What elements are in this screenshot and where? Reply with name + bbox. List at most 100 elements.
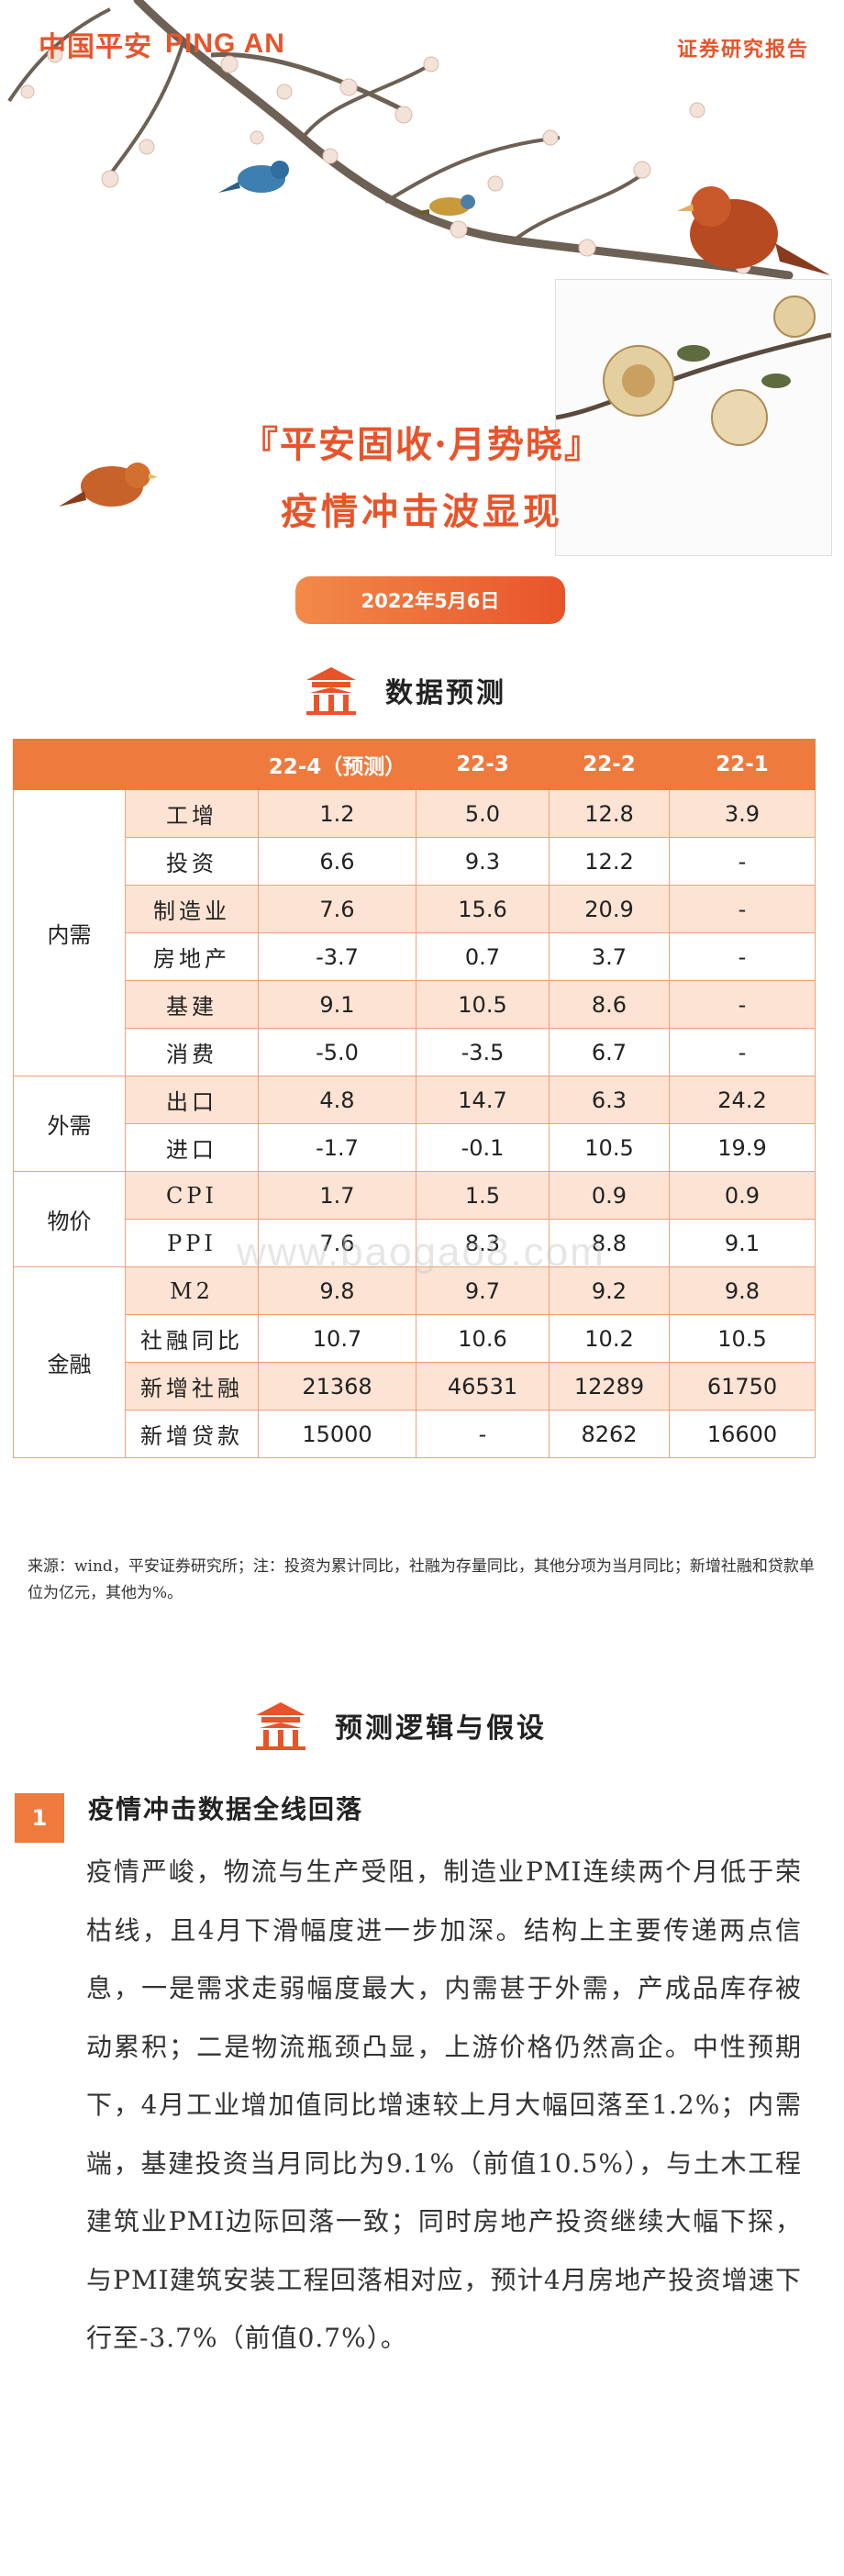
forecast-data-table: 22-4（预测） 22-3 22-2 22-1 内需 工增 1.2 5.0 12… — [13, 739, 816, 1458]
value-cell: 10.5 — [669, 1314, 816, 1363]
table-row: 房地产 -3.7 0.7 3.7 - — [14, 932, 816, 981]
value-cell: 19.9 — [669, 1123, 816, 1172]
logo-english-text: PING AN — [165, 28, 285, 59]
pagoda-icon — [306, 667, 356, 715]
pagoda-icon — [256, 1702, 305, 1750]
value-cell: -1.7 — [258, 1123, 416, 1172]
value-cell: 12289 — [549, 1362, 670, 1411]
value-cell: 24.2 — [669, 1076, 816, 1124]
report-series-title: 『平安固收·月势晓』 — [241, 423, 603, 466]
value-cell: 1.2 — [258, 789, 416, 838]
value-cell: - — [416, 1410, 550, 1458]
peony-flower-panel — [555, 279, 832, 556]
value-cell: 6.6 — [258, 837, 416, 886]
value-cell: - — [669, 932, 816, 981]
value-cell: - — [669, 1028, 816, 1076]
value-cell: 15000 — [258, 1410, 416, 1458]
value-cell: 9.3 — [416, 837, 550, 886]
value-cell: 1.5 — [416, 1171, 550, 1220]
body-paragraph: 疫情严峻，物流与生产受阻，制造业PMI连续两个月低于荣枯线，且4月下滑幅度进一步… — [86, 1857, 802, 2353]
row-label: 工增 — [125, 789, 259, 838]
value-cell: 7.6 — [258, 885, 416, 933]
value-cell: 10.6 — [416, 1314, 550, 1363]
value-cell: - — [669, 885, 816, 933]
value-cell: 1.7 — [258, 1171, 416, 1220]
row-label: CPI — [125, 1171, 259, 1220]
value-cell: 20.9 — [549, 885, 670, 933]
group-label: 内需 — [13, 789, 126, 1076]
value-cell: 0.7 — [416, 932, 550, 981]
table-header-row: 22-4（预测） 22-3 22-2 22-1 — [13, 739, 816, 790]
table-row: 外需 出口 4.8 14.7 6.3 24.2 — [13, 1076, 816, 1172]
report-type-label: 证券研究报告 — [676, 38, 809, 61]
header-cell-blank — [13, 739, 259, 790]
orange-bird-icon — [59, 463, 158, 507]
value-cell: 10.5 — [416, 980, 550, 1029]
row-label: 基建 — [125, 980, 259, 1029]
red-bird-icon — [677, 186, 830, 275]
header-cell: 22-3 — [416, 739, 550, 790]
table-row: 基建 9.1 10.5 8.6 - — [14, 980, 816, 1029]
section-title: 预测逻辑与假设 — [335, 1712, 547, 1745]
value-cell: 12.2 — [549, 837, 670, 886]
group-label: 外需 — [13, 1076, 126, 1172]
value-cell: 14.7 — [416, 1076, 550, 1124]
table-row: 进口 -1.7 -0.1 10.5 19.9 — [14, 1123, 816, 1172]
value-cell: 10.5 — [549, 1123, 670, 1172]
row-label: 消费 — [125, 1028, 259, 1076]
logo-chinese-text: 中国平安 — [39, 31, 152, 63]
row-label: 制造业 — [125, 885, 259, 933]
blue-bird-icon — [218, 161, 289, 193]
header-cell: 22-4（预测） — [258, 739, 416, 790]
plum-blossom-branch-illustration — [7, 0, 830, 280]
company-logo: 中国平安 PING AN — [39, 24, 285, 64]
value-cell: 6.7 — [549, 1028, 670, 1076]
value-cell: 5.0 — [416, 789, 550, 838]
row-label: 新增贷款 — [125, 1410, 259, 1458]
value-cell: - — [669, 980, 816, 1029]
table-row: 新增贷款 15000 - 8262 16600 — [14, 1410, 816, 1458]
value-cell: 3.9 — [669, 789, 816, 838]
section-header-logic-assumptions: 预测逻辑与假设 — [252, 1701, 547, 1750]
group-label: 金融 — [13, 1266, 126, 1458]
header-cell: 22-2 — [549, 739, 670, 790]
value-cell: 9.8 — [669, 1266, 816, 1315]
value-cell: 4.8 — [258, 1076, 416, 1124]
value-cell: -5.0 — [258, 1028, 416, 1076]
value-cell: - — [669, 837, 816, 886]
row-label: 出口 — [125, 1076, 259, 1124]
value-cell: -3.5 — [416, 1028, 550, 1076]
table-row: 物价 CPI 1.7 1.5 0.9 0.9 — [13, 1171, 816, 1267]
row-label: 房地产 — [125, 932, 259, 981]
value-cell: 9.1 — [258, 980, 416, 1029]
row-label: 进口 — [125, 1123, 259, 1172]
value-cell: 0.9 — [549, 1171, 670, 1220]
row-label: 投资 — [125, 837, 259, 886]
report-title: 疫情冲击波显现 — [281, 490, 563, 533]
value-cell: 12.8 — [549, 789, 670, 838]
value-cell: 8.6 — [549, 980, 670, 1029]
row-label: 社融同比 — [125, 1314, 259, 1363]
value-cell: 46531 — [416, 1362, 550, 1411]
row-label: 新增社融 — [125, 1362, 259, 1411]
header-cell: 22-1 — [669, 739, 816, 790]
value-cell: 21368 — [258, 1362, 416, 1411]
small-bird-icon — [408, 195, 475, 216]
watermark-text: www.baogao8.com — [237, 1230, 605, 1275]
value-cell: -3.7 — [258, 932, 416, 981]
value-cell: 15.6 — [416, 885, 550, 933]
table-row: 制造业 7.6 15.6 20.9 - — [14, 885, 816, 933]
value-cell: 6.3 — [549, 1076, 670, 1124]
point-title: 疫情冲击数据全线回落 — [88, 1794, 364, 1824]
value-cell: 9.1 — [669, 1219, 816, 1267]
table-row: 消费 -5.0 -3.5 6.7 - — [14, 1028, 816, 1076]
table-row: 内需 工增 1.2 5.0 12.8 3.9 — [13, 789, 816, 1076]
table-row: 投资 6.6 9.3 12.2 - — [14, 837, 816, 886]
table-row: 社融同比 10.7 10.6 10.2 10.5 — [14, 1314, 816, 1363]
value-cell: 3.7 — [549, 932, 670, 981]
value-cell: 10.2 — [549, 1314, 670, 1363]
value-cell: 61750 — [669, 1362, 816, 1411]
value-cell: 9.2 — [549, 1266, 670, 1315]
section-header-data-forecast: 数据预测 — [303, 665, 506, 715]
table-row: 新增社融 21368 46531 12289 61750 — [14, 1362, 816, 1411]
